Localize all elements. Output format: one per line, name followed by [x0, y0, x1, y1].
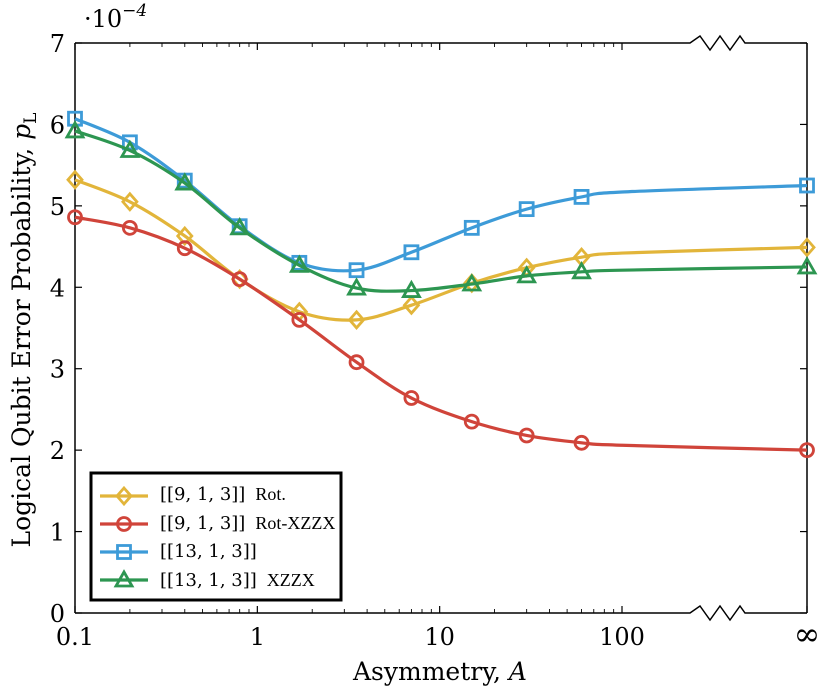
legend-entry-rot-xzzx: [[9, 1, 3]] Rot-XZZX: [100, 513, 335, 534]
y-tick-label-2: 2: [50, 437, 65, 465]
data-point-3-2: [174, 172, 196, 191]
legend-swatch-rot: [100, 485, 148, 507]
data-point-3-3: [229, 217, 251, 236]
data-point-0-0: [66, 169, 84, 190]
y-multiplier-base: ·10: [84, 5, 122, 33]
series-line-1: [74, 215, 808, 452]
data-point-3-7: [461, 273, 483, 292]
y-tick-label-0: 0: [50, 600, 65, 628]
data-point-2-7: [463, 219, 480, 236]
legend-label-13-xzzx: [[13, 1, 3]] XZZX: [160, 570, 315, 591]
legend-suffix-rot-xzzx: Rot-XZZX: [255, 513, 335, 533]
data-point-0-1: [121, 191, 139, 212]
data-point-2-9: [573, 188, 590, 205]
legend-marker-3: [113, 569, 135, 588]
legend-entry-rot: [[9, 1, 3]] Rot.: [100, 484, 286, 507]
x-tick-label-4: ∞: [794, 615, 821, 653]
y-tick-label-6: 6: [50, 111, 65, 139]
data-point-1-7: [463, 413, 480, 430]
legend-code-13-xzzx: [[13, 1, 3]]: [160, 570, 257, 591]
series-layer: [64, 110, 818, 459]
legend-entry-13-xzzx: [[13, 1, 3]] XZZX: [100, 569, 315, 591]
data-point-3-5: [346, 277, 367, 296]
data-point-3-11: [796, 256, 818, 275]
data-point-3-0: [64, 120, 86, 139]
y-tick-label-3: 3: [50, 356, 65, 384]
x-axis: 0.1 1 10 100 ∞: [56, 43, 820, 653]
series-line-3: [74, 129, 808, 293]
y-axis-title-variable: p: [7, 124, 36, 140]
legend-label-rot-xzzx: [[9, 1, 3]] Rot-XZZX: [160, 513, 335, 534]
legend-suffix-rot: Rot.: [255, 484, 286, 504]
data-point-1-9: [573, 434, 590, 451]
data-point-1-2: [176, 240, 193, 257]
series-0: [66, 169, 816, 330]
data-point-0-6: [402, 295, 421, 316]
data-point-1-5: [348, 354, 365, 371]
series-1: [67, 209, 815, 459]
x-tick-label-1: 1: [250, 623, 265, 651]
legend-code-rot: [[9, 1, 3]]: [160, 484, 245, 505]
frame-top: [75, 34, 807, 52]
x-axis-title-variable: A: [507, 657, 527, 686]
data-point-0-2: [175, 225, 194, 247]
legend-swatch-13-xzzx: [100, 569, 148, 588]
y-axis-title: Logical Qubit Error Probability, pL: [7, 113, 41, 548]
y-tick-label-4: 4: [50, 274, 65, 302]
legend-label-13: [[13, 1, 3]]: [160, 541, 257, 562]
legend-code-rot-xzzx: [[9, 1, 3]]: [160, 513, 245, 534]
data-point-2-5: [348, 262, 365, 279]
data-point-1-3: [231, 271, 248, 288]
data-point-3-9: [571, 260, 592, 280]
series-line-0: [74, 178, 808, 322]
x-tick-label-0: 0.1: [56, 623, 94, 651]
series-line-2: [74, 117, 808, 273]
y-tick-label-1: 1: [50, 519, 65, 547]
data-point-1-8: [518, 427, 535, 444]
data-point-1-11: [799, 442, 815, 459]
y-tick-label-7: 7: [50, 30, 65, 58]
data-point-3-6: [401, 279, 422, 298]
legend-marker-0: [115, 485, 133, 507]
legend-swatch-13: [100, 544, 148, 560]
legend: [[9, 1, 3]] Rot. [[9, 1, 3]] Rot-XZZX [[13…: [89, 471, 343, 602]
y-axis-title-subscript: L: [21, 113, 41, 124]
legend-marker-2: [116, 544, 132, 560]
data-point-1-4: [291, 311, 308, 328]
y-axis-title-text: Logical Qubit Error Probability,: [7, 140, 36, 548]
series-3: [64, 120, 818, 298]
x-tick-label-3: 100: [599, 623, 645, 651]
y-multiplier: ·10−4: [84, 1, 147, 33]
y-multiplier-exponent: −4: [122, 1, 147, 21]
data-point-1-6: [403, 390, 420, 406]
data-point-0-11: [798, 237, 816, 258]
x-axis-title-text: Asymmetry,: [352, 657, 509, 686]
legend-marker-1: [116, 516, 132, 532]
data-point-2-11: [799, 177, 815, 194]
data-point-2-6: [403, 244, 420, 261]
y-tick-label-5: 5: [50, 193, 65, 221]
data-point-3-4: [288, 254, 310, 273]
data-point-1-1: [121, 219, 138, 236]
data-point-3-8: [516, 265, 538, 284]
x-axis-title: Asymmetry, A: [352, 657, 527, 686]
data-point-3-1: [119, 139, 141, 158]
frame-bottom: [75, 604, 807, 622]
data-point-2-8: [518, 201, 535, 218]
y-axis: 0 1 2 3 4 5 6 7: [50, 30, 807, 628]
legend-entry-13: [[13, 1, 3]]: [100, 541, 257, 562]
x-tick-label-2: 10: [424, 623, 455, 651]
legend-swatch-rot-xzzx: [100, 516, 148, 532]
legend-label-rot: [[9, 1, 3]] Rot.: [160, 484, 286, 505]
data-point-0-5: [347, 309, 366, 330]
legend-code-13: [[13, 1, 3]]: [160, 541, 257, 562]
legend-suffix-13-xzzx: XZZX: [267, 570, 315, 590]
data-point-1-0: [67, 209, 83, 226]
